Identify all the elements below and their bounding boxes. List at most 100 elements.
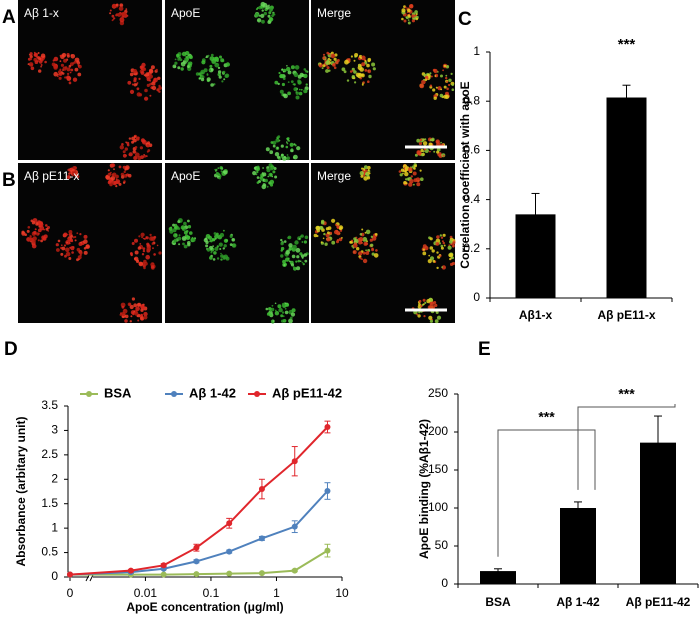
signal-dot [407, 19, 410, 21]
signal-dot [52, 59, 55, 62]
signal-dot [293, 83, 296, 86]
signal-dot [72, 77, 78, 82]
image-title: Aβ 1-x [24, 6, 59, 20]
x-tick-label: 1 [273, 586, 280, 600]
signal-dot [109, 9, 112, 12]
signal-dot [121, 305, 125, 309]
signal-dot [361, 228, 364, 231]
y-tick-label: 50 [435, 538, 449, 552]
y-axis-label: ApoE binding (%Aβ1-42) [417, 419, 431, 559]
signal-dot [115, 3, 119, 7]
signal-dot [360, 55, 366, 61]
signal-dot [112, 18, 115, 21]
signal-dot [31, 243, 37, 249]
signal-dot [416, 313, 419, 316]
signal-dot [198, 77, 202, 80]
signal-dot [269, 166, 274, 171]
signal-dot [284, 310, 289, 315]
signal-dot [68, 64, 72, 68]
signal-dot [122, 153, 127, 158]
y-tick-label: 2 [51, 471, 58, 485]
signal-dot [294, 240, 299, 245]
signal-dot [433, 150, 436, 153]
x-tick-label: BSA [485, 595, 511, 609]
signal-dot [174, 58, 177, 61]
signal-dot [298, 238, 301, 240]
signal-dot [126, 15, 129, 17]
signal-dot [256, 181, 260, 184]
signal-dot [73, 60, 77, 64]
signal-dot [225, 62, 230, 67]
signal-dot [272, 140, 277, 145]
signal-dot [214, 62, 220, 68]
signal-dot [304, 259, 308, 263]
signal-dot [125, 141, 127, 143]
signal-dot [285, 303, 290, 307]
significance: *** [618, 386, 635, 402]
signal-dot [55, 243, 59, 247]
signal-dot [152, 262, 154, 265]
signal-dot [209, 256, 213, 260]
signal-dot [127, 80, 132, 85]
signal-dot [415, 17, 419, 21]
signal-dot [352, 250, 357, 255]
signal-dot [229, 243, 233, 247]
data-point [258, 486, 265, 493]
signal-dot [134, 311, 139, 316]
signal-dot [417, 314, 421, 318]
signal-dot [440, 141, 442, 144]
signal-dot [432, 259, 436, 263]
y-tick-label: 3.5 [41, 398, 58, 412]
signal-dot [277, 135, 281, 139]
data-point [67, 571, 73, 578]
signal-dot [255, 173, 258, 176]
data-point [291, 567, 298, 574]
signal-dot [137, 302, 142, 307]
signal-dot [334, 53, 338, 57]
signal-dot [436, 315, 442, 320]
signal-dot [179, 58, 183, 61]
signal-dot [287, 81, 290, 83]
signal-dot [222, 60, 225, 63]
signal-dot [272, 320, 275, 322]
signal-dot [142, 67, 145, 71]
signal-dot [363, 165, 368, 170]
signal-dot [218, 242, 223, 247]
panel-letter: C [458, 9, 472, 30]
signal-dot [358, 237, 364, 242]
signal-dot [83, 250, 88, 255]
signal-dot [362, 237, 368, 242]
signal-dot [432, 68, 436, 72]
signal-dot [429, 138, 433, 142]
y-tick-label: 0 [473, 290, 480, 304]
data-point [258, 570, 265, 577]
signal-dot [33, 230, 37, 235]
signal-dot [435, 242, 440, 246]
signal-dot [414, 153, 418, 157]
signal-dot [360, 57, 363, 59]
signal-dot [121, 175, 125, 179]
y-tick-label: 0 [441, 576, 448, 590]
signal-dot [350, 55, 353, 58]
signal-dot [133, 303, 138, 308]
signal-dot [423, 315, 426, 318]
signal-dot [179, 57, 181, 59]
signal-dot [424, 301, 427, 304]
data-point [193, 558, 200, 565]
bar [606, 97, 647, 298]
signal-dot [270, 307, 275, 312]
signal-dot [21, 230, 25, 234]
signal-dot [143, 74, 146, 77]
signal-dot [32, 236, 37, 241]
signal-dot [122, 150, 126, 154]
signal-dot [133, 83, 137, 87]
y-axis-label: Absorbance (arbitary unit) [14, 416, 28, 566]
signal-dot [285, 250, 291, 255]
signal-dot [118, 182, 122, 186]
signal-dot [274, 152, 280, 157]
y-tick-label: 0.4 [463, 192, 480, 206]
signal-dot [325, 69, 329, 73]
signal-dot [269, 173, 273, 177]
signal-dot [447, 245, 452, 250]
legend-marker [254, 391, 260, 397]
